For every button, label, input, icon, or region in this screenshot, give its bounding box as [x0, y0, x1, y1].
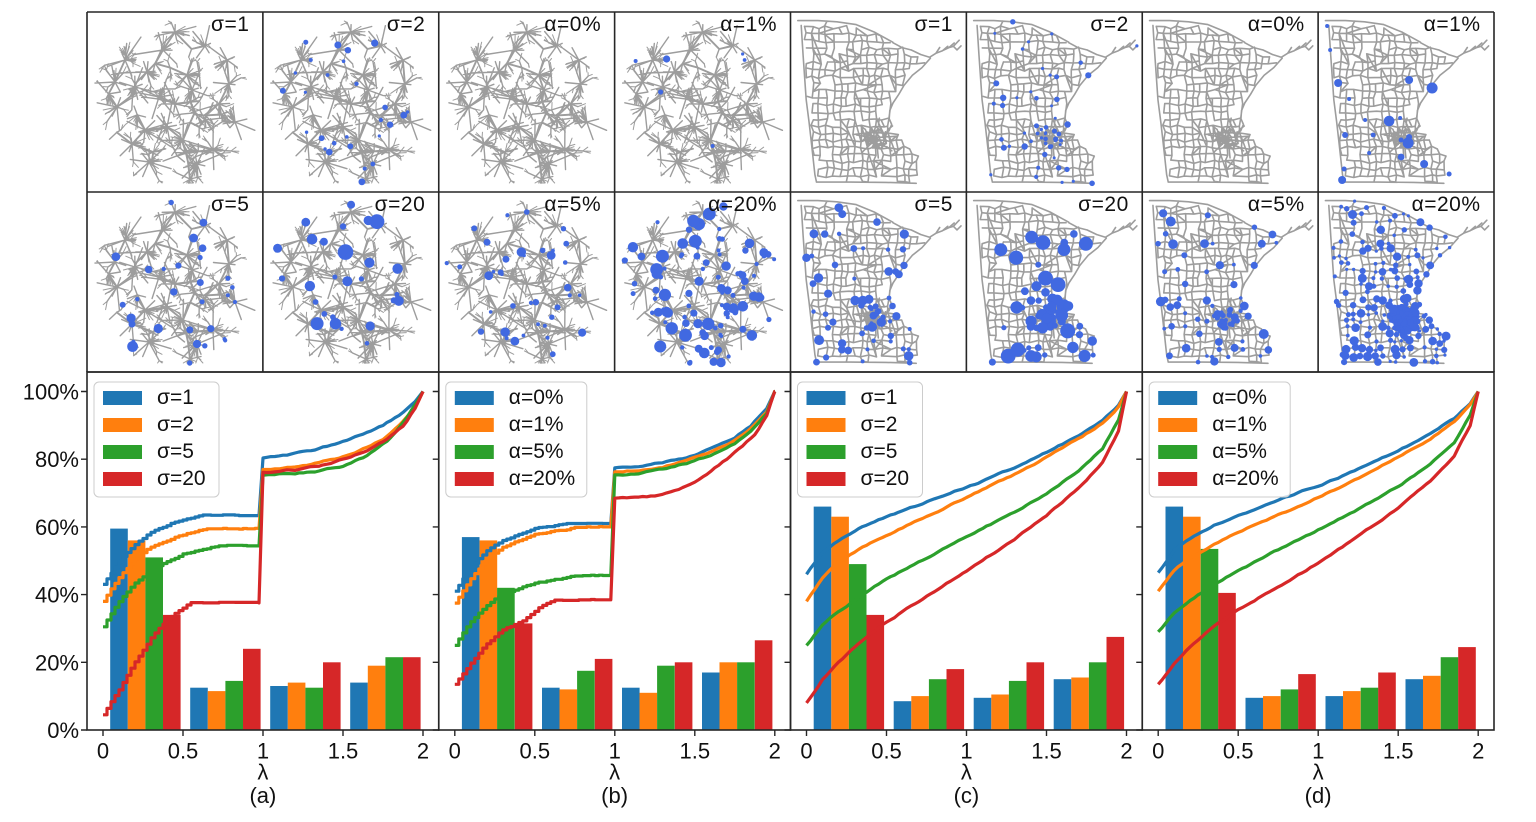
svg-text:σ=20: σ=20	[1078, 193, 1129, 216]
svg-text:2: 2	[1472, 739, 1484, 764]
svg-text:(c): (c)	[954, 783, 980, 808]
svg-text:λ: λ	[609, 760, 620, 785]
svg-text:1: 1	[1312, 739, 1324, 764]
svg-text:(d): (d)	[1305, 783, 1332, 808]
svg-text:100%: 100%	[23, 380, 79, 405]
svg-text:α=0%: α=0%	[544, 13, 601, 36]
svg-text:α=20%: α=20%	[708, 193, 777, 216]
svg-text:(b): (b)	[601, 783, 628, 808]
svg-text:(a): (a)	[249, 783, 276, 808]
svg-text:λ: λ	[961, 760, 972, 785]
svg-text:60%: 60%	[35, 515, 79, 540]
svg-text:α=20%: α=20%	[1412, 193, 1481, 216]
svg-text:α=0%: α=0%	[1212, 386, 1267, 409]
svg-text:α=1%: α=1%	[720, 13, 777, 36]
svg-text:1: 1	[257, 739, 269, 764]
svg-text:α=0%: α=0%	[1248, 13, 1305, 36]
svg-text:1.5: 1.5	[328, 739, 359, 764]
svg-text:2: 2	[769, 739, 781, 764]
svg-text:α=5%: α=5%	[1248, 193, 1305, 216]
svg-text:α=5%: α=5%	[544, 193, 601, 216]
svg-text:α=0%: α=0%	[509, 386, 564, 409]
svg-text:σ=1: σ=1	[914, 13, 952, 36]
svg-text:1.5: 1.5	[680, 739, 711, 764]
svg-text:0.5: 0.5	[1223, 739, 1254, 764]
svg-text:2: 2	[417, 739, 429, 764]
svg-text:2: 2	[1120, 739, 1132, 764]
svg-text:σ=2: σ=2	[1090, 13, 1128, 36]
svg-text:0: 0	[1152, 739, 1164, 764]
svg-text:σ=5: σ=5	[157, 440, 194, 463]
svg-text:σ=2: σ=2	[387, 13, 425, 36]
svg-text:σ=5: σ=5	[914, 193, 952, 216]
svg-text:40%: 40%	[35, 583, 79, 608]
svg-text:0: 0	[97, 739, 109, 764]
svg-text:1.5: 1.5	[1383, 739, 1414, 764]
svg-text:λ: λ	[257, 760, 268, 785]
svg-text:σ=5: σ=5	[211, 193, 249, 216]
svg-text:σ=1: σ=1	[211, 13, 249, 36]
svg-text:α=20%: α=20%	[1212, 467, 1278, 490]
svg-text:α=1%: α=1%	[509, 413, 564, 436]
svg-text:20%: 20%	[35, 650, 79, 675]
svg-text:0.5: 0.5	[520, 739, 551, 764]
svg-text:0: 0	[800, 739, 812, 764]
svg-text:0: 0	[449, 739, 461, 764]
svg-text:σ=2: σ=2	[157, 413, 194, 436]
svg-text:σ=2: σ=2	[861, 413, 898, 436]
svg-text:σ=20: σ=20	[861, 467, 910, 490]
svg-text:0.5: 0.5	[871, 739, 902, 764]
svg-text:0%: 0%	[47, 718, 79, 743]
svg-text:1: 1	[609, 739, 621, 764]
svg-text:σ=20: σ=20	[157, 467, 206, 490]
svg-text:λ: λ	[1313, 760, 1324, 785]
svg-text:0.5: 0.5	[168, 739, 199, 764]
svg-text:α=1%: α=1%	[1424, 13, 1481, 36]
svg-text:80%: 80%	[35, 447, 79, 472]
svg-text:1.5: 1.5	[1031, 739, 1062, 764]
svg-text:σ=5: σ=5	[861, 440, 898, 463]
svg-text:α=5%: α=5%	[1212, 440, 1267, 463]
svg-text:α=20%: α=20%	[509, 467, 575, 490]
svg-text:σ=1: σ=1	[861, 386, 898, 409]
svg-text:α=1%: α=1%	[1212, 413, 1267, 436]
svg-text:α=5%: α=5%	[509, 440, 564, 463]
svg-text:1: 1	[960, 739, 972, 764]
svg-text:σ=20: σ=20	[375, 193, 426, 216]
svg-text:σ=1: σ=1	[157, 386, 194, 409]
